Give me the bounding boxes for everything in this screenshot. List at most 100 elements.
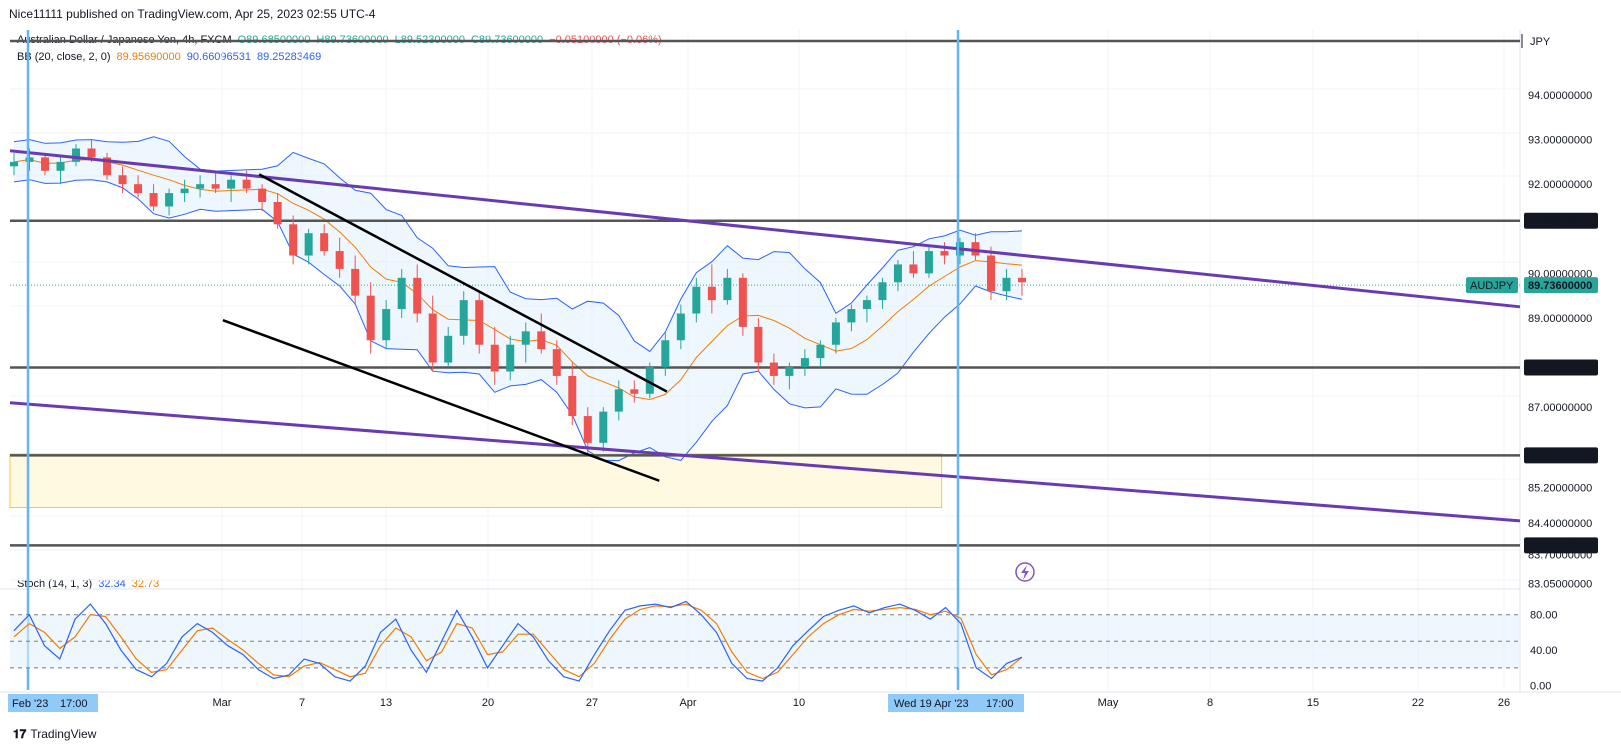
- level-price-box: [1524, 359, 1598, 376]
- candle-body: [289, 224, 298, 256]
- candle-body: [1018, 277, 1026, 283]
- candle-body: [552, 349, 561, 376]
- candle-body: [862, 300, 871, 310]
- bb-basis-value: 89.95690000: [116, 51, 181, 63]
- time-tick-label: 7: [299, 697, 305, 709]
- alert-icon[interactable]: [1015, 562, 1035, 582]
- level-price-box: [1524, 537, 1598, 554]
- time-tick-label: 8: [1207, 697, 1213, 709]
- current-price-box: [1524, 277, 1598, 294]
- bb-lower-band: [13, 179, 1023, 462]
- candle-body: [118, 175, 127, 185]
- candle-body: [227, 179, 236, 189]
- time-tick-label: 26: [1498, 697, 1510, 709]
- support-zone: [9, 453, 943, 508]
- level-price-box: [1524, 212, 1598, 229]
- candle-body: [754, 326, 763, 363]
- price-axis[interactable]: 94.0000000093.0000000092.0000000090.0000…: [1466, 34, 1598, 693]
- candle-body: [692, 286, 701, 314]
- price-tick-label: 87.00000000: [1528, 402, 1592, 414]
- candle-body: [785, 367, 794, 376]
- candle-body: [940, 251, 949, 256]
- symbol-tag-box: [1466, 277, 1518, 294]
- time-tick-label: May: [1098, 697, 1119, 709]
- candle-body: [971, 242, 980, 256]
- candle-body: [909, 264, 918, 274]
- time-tick-label: 15: [1307, 697, 1319, 709]
- candle-body: [769, 362, 778, 376]
- level-price-label: 85.92000000: [1528, 450, 1592, 462]
- price-tick-label: 84.40000000: [1528, 518, 1592, 530]
- candle-body: [475, 300, 484, 345]
- time-tick-label: 13: [380, 697, 392, 709]
- candle-body: [1002, 277, 1011, 292]
- bb-legend: BB (20, close, 2, 0) 89.95690000 90.660965…: [17, 51, 327, 63]
- time-tick-label: Mar: [213, 697, 232, 709]
- bb-basis-line: [13, 159, 1023, 401]
- candle-body: [196, 184, 205, 189]
- candle-body: [273, 202, 282, 225]
- price-tick-label: 83.05000000: [1528, 578, 1592, 590]
- horizontal-levels: [10, 39, 1520, 547]
- bb-label: BB (20, close, 2, 0): [17, 51, 111, 63]
- time-tick-label: 20: [482, 697, 494, 709]
- level-price-label: 91.18000000: [1528, 216, 1592, 228]
- candle-body: [103, 157, 112, 176]
- top-bar: Nice11111 published on TradingView.com, …: [0, 0, 1621, 28]
- tradingview-mark-icon: 𝟏𝟕: [13, 727, 27, 741]
- candle-body: [924, 251, 933, 274]
- candle-body: [800, 358, 809, 368]
- vertical-markers: [26, 30, 960, 690]
- candle-body: [893, 264, 902, 283]
- candle-body: [444, 335, 453, 363]
- symbol-tag-label: AUDJPY: [1470, 280, 1514, 292]
- bb-lower-value: 89.25283469: [257, 51, 322, 63]
- stoch-panel: [10, 600, 1520, 682]
- candle-body: [211, 184, 220, 189]
- candle-body: [490, 344, 499, 372]
- candle-body: [614, 389, 623, 412]
- currency-label: JPY: [1530, 36, 1551, 48]
- candle-body: [382, 309, 391, 341]
- candle-body: [165, 193, 174, 207]
- candles: [10, 139, 1026, 457]
- candle-body: [72, 148, 81, 162]
- candle-body: [258, 188, 267, 203]
- candle-body: [87, 148, 96, 158]
- candle-body: [351, 268, 360, 296]
- start-time-label: 17:00: [60, 698, 88, 710]
- candle-body: [25, 157, 34, 162]
- current-price-label: 89.73600000: [1528, 280, 1592, 292]
- candle-body: [242, 179, 251, 189]
- candle-body: [320, 233, 329, 252]
- bb-upper-band: [13, 136, 1023, 353]
- candle-body: [816, 344, 825, 359]
- chart-canvas[interactable]: 94.0000000093.0000000092.0000000090.0000…: [0, 0, 1621, 720]
- stoch-d-value: 32.73: [131, 578, 160, 590]
- bb-upper-value: 90.66096531: [186, 51, 252, 63]
- trendline-lower-descending: [9, 401, 1521, 523]
- candle-body: [428, 313, 437, 363]
- stoch-k-value: 32.34: [98, 578, 126, 590]
- candle-body: [599, 411, 608, 443]
- stoch-d-line: [13, 603, 1023, 680]
- tradingview-brand: TradingView: [30, 727, 97, 741]
- candle-body: [645, 367, 654, 394]
- candle-body: [149, 193, 158, 207]
- time-tick-label: 27: [586, 697, 598, 709]
- candle-body: [847, 309, 856, 323]
- price-tick-label: 85.20000000: [1528, 482, 1592, 494]
- level-price-box: [1524, 447, 1598, 464]
- stoch-tick-label: 80.00: [1530, 610, 1558, 622]
- candle-body: [397, 277, 406, 310]
- level-price-label: 87.89000000: [1528, 362, 1592, 374]
- time-axis[interactable]: Mar 7 13 20 27 Apr 10 May 8 15 22 26 Feb '23 17:00 Wed…: [8, 694, 1510, 712]
- candle-body: [180, 188, 189, 194]
- price-tick-label: 93.00000000: [1528, 135, 1592, 147]
- candle-body: [506, 344, 515, 372]
- tradingview-logo[interactable]: 𝟏𝟕 TradingView: [13, 727, 96, 742]
- price-tick-label: 94.00000000: [1528, 90, 1592, 102]
- level-price-label: 83.90000000: [1528, 540, 1592, 552]
- candle-body: [41, 157, 50, 171]
- candle-body: [738, 277, 747, 327]
